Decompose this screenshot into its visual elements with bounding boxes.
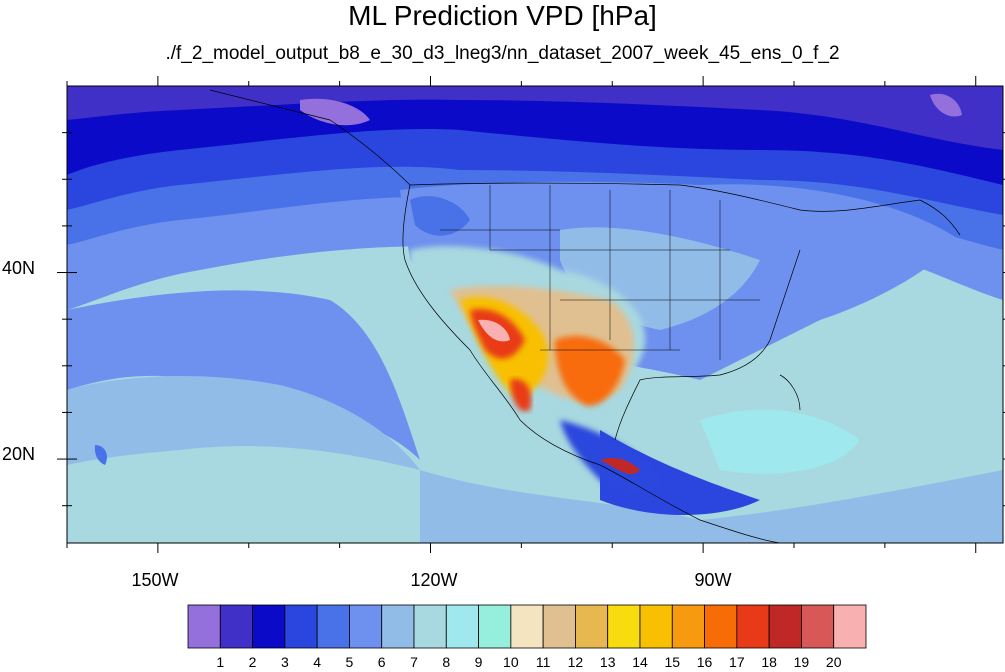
colorbar-label: 19 [793,654,810,670]
colorbar-swatch [736,604,770,649]
colorbar-label: 1 [216,654,225,670]
colorbar-label: 10 [503,654,519,670]
colorbar-swatch [575,604,609,649]
colorbar-label: 11 [535,654,551,670]
colorbar-label: 13 [599,654,616,670]
map-frame [66,85,1004,544]
state-boundaries [440,185,760,360]
colorbar-swatch [413,604,447,649]
colorbar-swatch [510,604,544,649]
colorbar-swatch [801,604,835,649]
lon-tick-150w: 150W [131,570,179,590]
colorbar-swatch [833,604,867,649]
colorbar-swatch [478,604,512,649]
colorbar [187,604,867,649]
colorbar-swatch [445,604,479,649]
colorbar-label: 8 [442,654,451,670]
colorbar-label: 17 [729,654,745,670]
colorbar-label: 16 [696,654,713,670]
colorbar-swatch [219,604,253,649]
colorbar-swatch [607,604,641,649]
colorbar-swatch [316,604,350,649]
colorbar-label: 2 [248,654,257,670]
colorbar-label: 5 [345,654,354,670]
colorbar-swatch [349,604,383,649]
lat-tick-20n: 20N [2,444,36,464]
colorbar-swatch [639,604,673,649]
colorbar-swatch [187,604,221,649]
colorbar-swatch [542,604,576,649]
axis-ticks [57,76,1005,553]
vpd-field [67,86,1003,543]
coastlines [209,89,961,543]
colorbar-swatch [671,604,705,649]
colorbar-label: 7 [410,654,418,670]
colorbar-swatch [284,604,318,649]
colorbar-label: 15 [664,654,681,670]
map-title: ML Prediction VPD [hPa] [348,0,657,31]
colorbar-label: 4 [313,654,322,670]
colorbar-label: 14 [632,654,648,670]
colorbar-swatch [381,604,415,649]
lon-tick-120w: 120W [410,570,458,590]
colorbar-label: 9 [474,654,483,670]
colorbar-swatch [768,604,802,649]
colorbar-swatch [252,604,286,649]
lat-tick-40n: 40N [2,258,36,278]
lon-tick-90w: 90W [694,570,732,590]
colorbar-label: 20 [825,654,842,670]
colorbar-label: 6 [377,654,386,670]
vpd-map [57,76,1005,553]
map-subtitle: ./f_2_model_output_b8_e_30_d3_lneg3/nn_d… [165,43,840,64]
colorbar-swatch [704,604,738,649]
colorbar-label: 18 [761,654,777,670]
colorbar-label: 3 [280,654,289,670]
colorbar-label: 12 [567,654,584,670]
